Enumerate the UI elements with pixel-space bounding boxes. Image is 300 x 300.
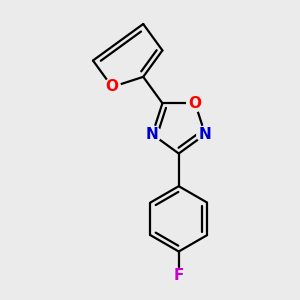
Circle shape bbox=[197, 126, 214, 143]
Text: N: N bbox=[199, 127, 211, 142]
Text: O: O bbox=[106, 80, 119, 94]
Circle shape bbox=[187, 95, 203, 112]
Circle shape bbox=[144, 126, 161, 143]
Text: F: F bbox=[174, 268, 184, 284]
Text: O: O bbox=[189, 96, 202, 111]
Text: N: N bbox=[146, 127, 159, 142]
Circle shape bbox=[171, 268, 186, 284]
Circle shape bbox=[104, 79, 121, 95]
